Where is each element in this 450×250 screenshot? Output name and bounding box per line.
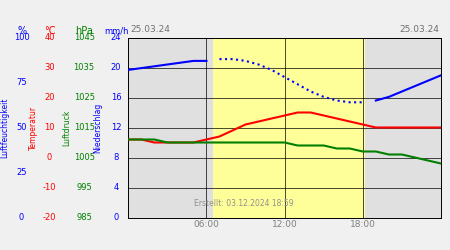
Text: 1005: 1005 <box>74 153 94 162</box>
Text: 40: 40 <box>44 33 55 42</box>
Text: 4: 4 <box>113 183 119 192</box>
Text: %: % <box>17 26 26 36</box>
Text: 12: 12 <box>111 123 122 132</box>
Text: 8: 8 <box>113 153 119 162</box>
Text: 25.03.24: 25.03.24 <box>399 26 439 35</box>
Text: Temperatur: Temperatur <box>29 106 38 150</box>
Text: 995: 995 <box>76 183 92 192</box>
Text: mm/h: mm/h <box>104 27 128 36</box>
Text: 50: 50 <box>16 123 27 132</box>
Text: 1025: 1025 <box>74 93 94 102</box>
Text: 25.03.24: 25.03.24 <box>130 26 171 35</box>
Text: 10: 10 <box>44 123 55 132</box>
Text: 20: 20 <box>44 93 55 102</box>
Text: Niederschlag: Niederschlag <box>94 102 103 152</box>
Text: 100: 100 <box>14 33 30 42</box>
Text: 0: 0 <box>113 213 119 222</box>
Text: 30: 30 <box>44 63 55 72</box>
Text: -10: -10 <box>43 183 56 192</box>
Text: hPa: hPa <box>75 26 93 36</box>
Text: Erstellt: 03.12.2024 18:59: Erstellt: 03.12.2024 18:59 <box>194 200 294 208</box>
Text: Luftfeuchtigkeit: Luftfeuchtigkeit <box>0 97 9 158</box>
Text: °C: °C <box>44 26 55 36</box>
Text: 25: 25 <box>16 168 27 177</box>
Bar <box>213 38 365 218</box>
Text: -20: -20 <box>43 213 56 222</box>
Text: 20: 20 <box>111 63 122 72</box>
Text: 1045: 1045 <box>74 33 94 42</box>
Text: 0: 0 <box>19 213 24 222</box>
Text: 1015: 1015 <box>74 123 94 132</box>
Text: 1035: 1035 <box>74 63 94 72</box>
Text: 16: 16 <box>111 93 122 102</box>
Text: 0: 0 <box>47 153 52 162</box>
Text: 985: 985 <box>76 213 92 222</box>
Text: 75: 75 <box>16 78 27 87</box>
Text: Luftdruck: Luftdruck <box>62 109 71 146</box>
Text: 24: 24 <box>111 33 122 42</box>
